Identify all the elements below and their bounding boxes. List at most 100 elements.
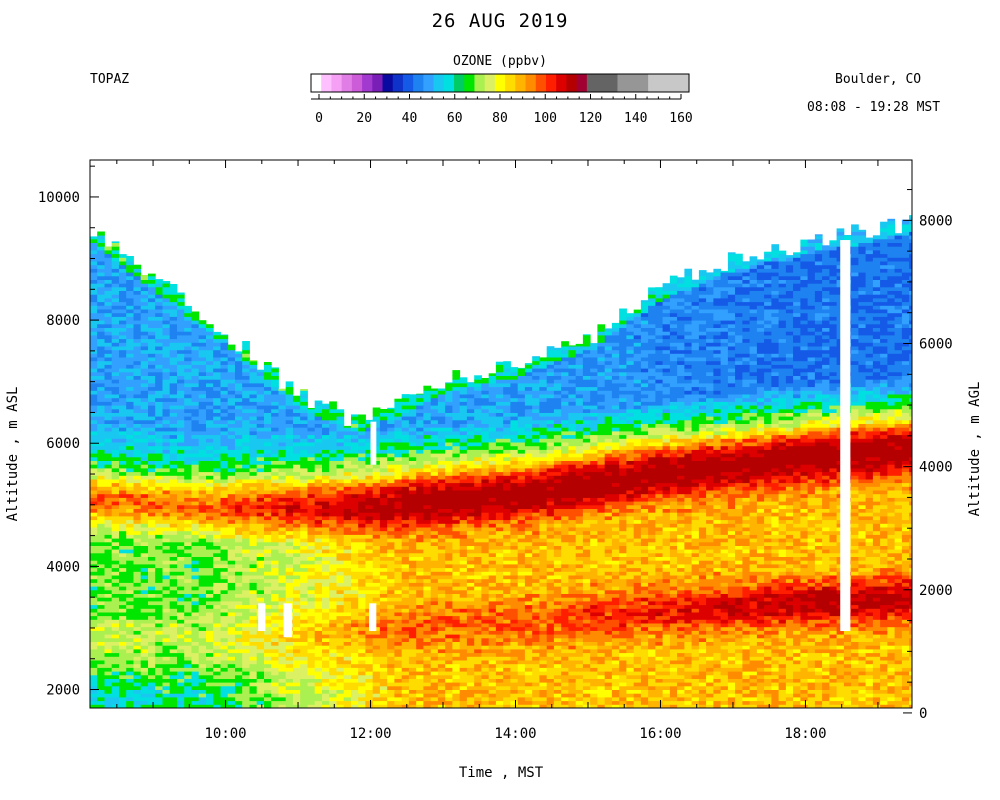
ozone-cell bbox=[437, 478, 446, 484]
ozone-cell bbox=[343, 597, 352, 602]
ozone-cell bbox=[249, 571, 258, 576]
ozone-cell bbox=[372, 560, 381, 565]
ozone-cell bbox=[314, 571, 323, 576]
ozone-cell bbox=[111, 294, 120, 299]
ozone-cell bbox=[119, 382, 127, 388]
ozone-cell bbox=[140, 405, 149, 410]
ozone-cell bbox=[249, 663, 258, 668]
ozone-cell bbox=[300, 456, 308, 461]
ozone-cell bbox=[293, 578, 301, 583]
ozone-cell bbox=[452, 674, 461, 679]
ozone-cell bbox=[111, 619, 120, 624]
ozone-cell bbox=[235, 501, 243, 506]
ozone-cell bbox=[242, 615, 250, 620]
ozone-cell bbox=[372, 482, 381, 487]
ozone-cell bbox=[191, 349, 200, 354]
ozone-cell bbox=[235, 578, 243, 583]
ozone-cell bbox=[437, 645, 446, 650]
ozone-cell bbox=[365, 682, 374, 687]
ozone-cell bbox=[430, 527, 439, 532]
ozone-cell bbox=[358, 578, 366, 583]
ozone-cell bbox=[198, 397, 207, 402]
ozone-cell bbox=[445, 582, 453, 587]
ozone-cell bbox=[401, 512, 410, 517]
ozone-cell bbox=[343, 504, 352, 509]
ozone-cell bbox=[394, 685, 403, 690]
ozone-cell bbox=[394, 597, 403, 602]
ozone-cell bbox=[162, 360, 171, 365]
ozone-cell bbox=[300, 460, 308, 465]
ozone-cell bbox=[97, 530, 105, 535]
ozone-cell bbox=[90, 634, 98, 639]
ozone-cell bbox=[358, 541, 366, 546]
ozone-cell bbox=[278, 623, 287, 628]
ozone-cell bbox=[293, 419, 301, 424]
ozone-cell bbox=[148, 549, 156, 554]
ozone-cell bbox=[227, 368, 236, 373]
ozone-cell bbox=[256, 593, 265, 598]
ozone-cell bbox=[445, 382, 453, 384]
ozone-cell bbox=[235, 438, 243, 443]
ozone-cell bbox=[343, 589, 352, 594]
ozone-cell bbox=[445, 527, 453, 532]
ozone-cell bbox=[140, 560, 149, 565]
ozone-cell bbox=[264, 619, 272, 624]
ozone-cell bbox=[329, 619, 337, 624]
ozone-cell bbox=[213, 497, 221, 502]
ozone-cell bbox=[408, 700, 417, 705]
ozone-cell bbox=[90, 478, 98, 484]
ozone-cell bbox=[307, 626, 316, 631]
ozone-cell bbox=[169, 656, 178, 661]
ozone-cell bbox=[162, 604, 171, 609]
ozone-cell bbox=[148, 338, 156, 343]
ozone-cell bbox=[198, 371, 207, 376]
ozone-cell bbox=[285, 464, 294, 469]
ozone-cell bbox=[336, 467, 345, 473]
ozone-cell bbox=[155, 527, 163, 532]
ozone-cell bbox=[452, 608, 461, 613]
ozone-cell bbox=[249, 630, 258, 635]
ozone-cell bbox=[365, 671, 374, 676]
ozone-cell bbox=[220, 682, 229, 687]
ozone-cell bbox=[300, 545, 308, 550]
ozone-cell bbox=[256, 663, 265, 668]
ozone-cell bbox=[206, 453, 214, 458]
ozone-cell bbox=[140, 623, 149, 628]
ozone-cell bbox=[430, 467, 439, 473]
ozone-cell bbox=[104, 611, 113, 617]
ozone-cell bbox=[184, 419, 192, 424]
ozone-cell bbox=[162, 281, 171, 284]
ozone-cell bbox=[191, 467, 200, 473]
ozone-cell bbox=[387, 575, 395, 580]
ozone-cell bbox=[343, 693, 352, 698]
ozone-cell bbox=[155, 309, 163, 314]
ozone-cell bbox=[148, 556, 156, 561]
ozone-cell bbox=[97, 648, 105, 654]
ozone-cell bbox=[285, 504, 294, 509]
ozone-cell bbox=[372, 586, 381, 591]
ozone-cell bbox=[104, 390, 113, 395]
ozone-cell bbox=[191, 497, 200, 502]
ozone-cell bbox=[133, 589, 142, 594]
ozone-cell bbox=[307, 678, 316, 683]
ozone-cell bbox=[408, 682, 417, 687]
ozone-cell bbox=[387, 434, 395, 439]
ozone-cell bbox=[169, 301, 178, 306]
ozone-cell bbox=[191, 364, 200, 369]
ozone-cell bbox=[148, 286, 156, 291]
ozone-cell bbox=[408, 475, 417, 480]
ozone-cell bbox=[191, 501, 200, 506]
ozone-cell bbox=[104, 648, 113, 654]
ozone-cell bbox=[111, 390, 120, 395]
ozone-cell bbox=[278, 538, 287, 543]
ozone-cell bbox=[394, 519, 403, 524]
ozone-cell bbox=[126, 397, 134, 402]
ozone-cell bbox=[394, 398, 403, 402]
ozone-cell bbox=[242, 656, 250, 661]
ozone-cell bbox=[278, 630, 287, 635]
ozone-cell bbox=[408, 408, 417, 413]
ozone-cell bbox=[90, 608, 98, 613]
ozone-cell bbox=[394, 693, 403, 698]
ozone-cell bbox=[119, 442, 127, 447]
ozone-cell bbox=[249, 501, 258, 506]
